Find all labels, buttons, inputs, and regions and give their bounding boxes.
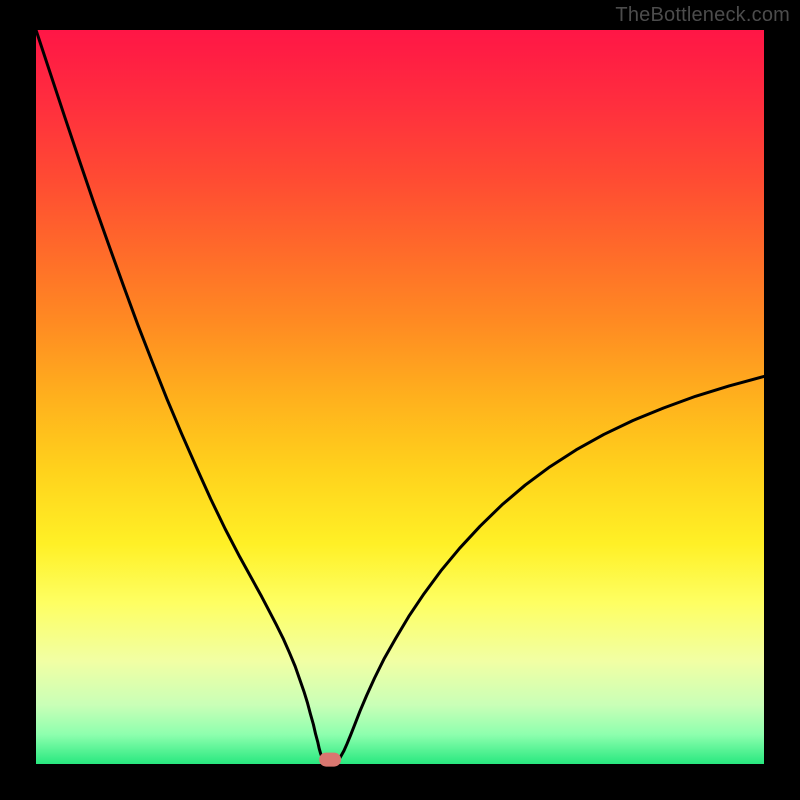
watermark-text: TheBottleneck.com <box>615 4 790 27</box>
optimum-marker <box>319 753 341 767</box>
chart-svg <box>0 0 800 800</box>
chart-container: TheBottleneck.com <box>0 0 800 800</box>
plot-background <box>36 30 764 764</box>
